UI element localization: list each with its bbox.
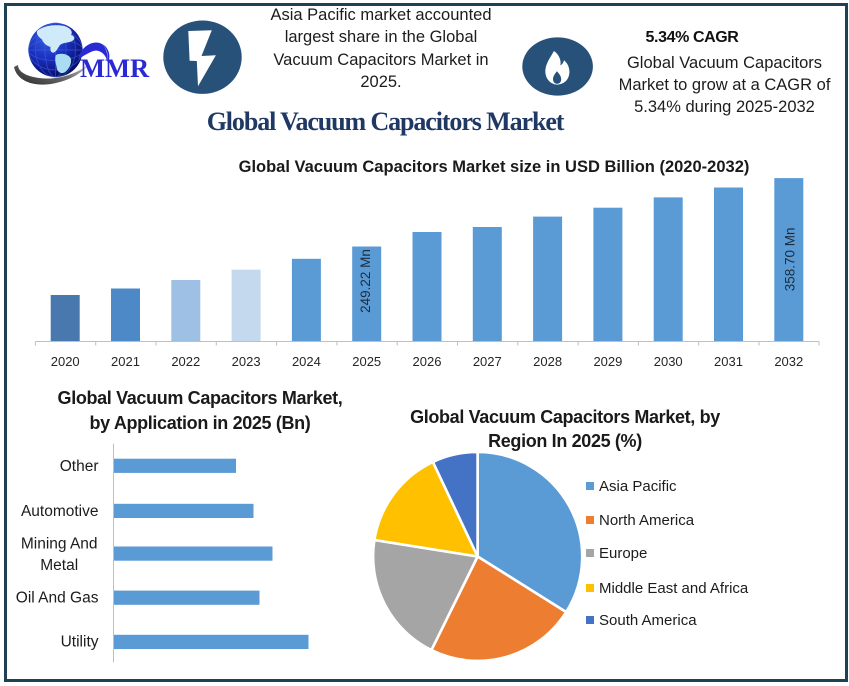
svg-text:Oil And Gas: Oil And Gas xyxy=(16,589,99,606)
svg-text:2031: 2031 xyxy=(714,354,743,369)
svg-text:Global Vacuum Capacitors Marke: Global Vacuum Capacitors Market size in … xyxy=(239,158,750,176)
svg-text:Other: Other xyxy=(60,458,99,475)
svg-text:2030: 2030 xyxy=(654,354,683,369)
svg-text:2024: 2024 xyxy=(292,354,321,369)
svg-text:2021: 2021 xyxy=(111,354,140,369)
svg-text:Mining And: Mining And xyxy=(21,536,98,553)
svg-text:2022: 2022 xyxy=(171,354,200,369)
svg-text:358.70 Mn: 358.70 Mn xyxy=(783,228,798,292)
svg-text:2027: 2027 xyxy=(473,354,502,369)
svg-text:2025: 2025 xyxy=(352,354,381,369)
svg-text:2026: 2026 xyxy=(413,354,442,369)
svg-text:Automotive: Automotive xyxy=(21,503,99,520)
svg-text:2029: 2029 xyxy=(593,354,622,369)
svg-text:Metal: Metal xyxy=(40,557,78,574)
svg-text:2020: 2020 xyxy=(51,354,80,369)
svg-text:Utility: Utility xyxy=(61,633,99,650)
svg-text:2023: 2023 xyxy=(232,354,261,369)
svg-text:2032: 2032 xyxy=(774,354,803,369)
svg-text:MMR: MMR xyxy=(80,53,150,83)
svg-text:249.22 Mn: 249.22 Mn xyxy=(358,249,373,313)
svg-text:2028: 2028 xyxy=(533,354,562,369)
